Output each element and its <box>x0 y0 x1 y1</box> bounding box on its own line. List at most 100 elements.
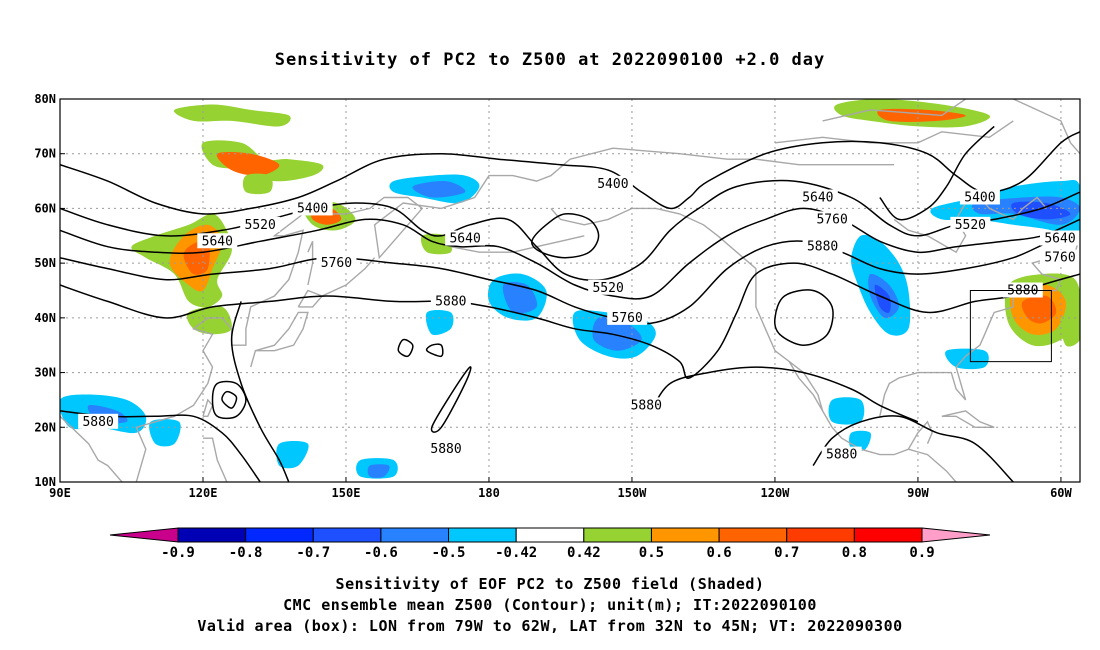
sensitivity-shading <box>60 99 1080 479</box>
lat-label: 20N <box>34 420 56 434</box>
coastline <box>450 235 585 253</box>
contour-label: 5640 <box>797 189 838 205</box>
colorbar-swatch <box>650 527 720 543</box>
colorbar-label: -0.8 <box>229 545 263 561</box>
coastline <box>321 257 376 297</box>
coastline <box>202 398 214 417</box>
contour-line <box>773 289 834 346</box>
sensitivity-region <box>149 419 181 447</box>
colorbar-label: -0.5 <box>432 545 466 561</box>
coastline <box>297 289 324 308</box>
colorbar-swatch <box>380 527 450 543</box>
colorbar: -0.9 -0.8 -0.7 -0.6 -0.5 -0.42 0.42 0.5 0.6 0.7 0.… <box>109 527 991 561</box>
contour-label-text: 5760 <box>612 311 643 326</box>
coastline <box>907 420 933 450</box>
contour-label-text: 5520 <box>955 218 986 233</box>
sensitivity-region <box>592 317 642 351</box>
contour-label-text: 5880 <box>430 442 461 457</box>
contour-label-bg <box>78 413 119 429</box>
contour-label-bg <box>797 189 838 205</box>
lon-label: 90E <box>49 486 71 500</box>
contour-line <box>531 212 600 259</box>
contour-label-text: 5400 <box>597 177 628 192</box>
colorbar-label: 0.5 <box>639 545 664 561</box>
lat-label: 60N <box>34 201 56 215</box>
colorbar-label: -0.6 <box>364 545 398 561</box>
contour-labels: 5400 5520 5640 5760 5880 5640 5400 5520 5760 5880… <box>78 175 1080 463</box>
lon-label: 150E <box>332 486 361 500</box>
contour-label-text: 5760 <box>321 256 352 271</box>
coastline <box>203 437 228 482</box>
lon-label: 120W <box>761 486 791 500</box>
contour-line <box>430 366 472 433</box>
contour-label-text: 5880 <box>826 448 857 463</box>
map-frame <box>59 98 1081 483</box>
sensitivity-region <box>242 173 273 195</box>
coastline <box>250 311 309 368</box>
contour-label-bg <box>240 216 281 232</box>
colorbar-swatch <box>177 527 247 543</box>
sensitivity-region <box>420 233 453 255</box>
colorbar-label: -0.42 <box>495 545 537 561</box>
sensitivity-region <box>186 306 232 335</box>
contour-label-bg <box>626 397 667 413</box>
sensitivity-region <box>502 281 538 314</box>
contour-label: 5760 <box>607 309 648 326</box>
contour-label: 5640 <box>197 233 238 249</box>
lat-label: 40N <box>34 311 56 325</box>
contour-line <box>230 301 290 482</box>
colorbar-label: -0.9 <box>161 545 195 561</box>
colorbar-swatch <box>718 527 788 543</box>
contour-label: 5640 <box>445 230 486 247</box>
sensitivity-region <box>183 240 210 275</box>
contour-label-bg <box>592 175 633 191</box>
colorbar-label: 0.7 <box>774 545 799 561</box>
colorbar-high-arrow <box>921 527 991 543</box>
longitude-labels: 90E 120E 150E 180 150W 120W 90W 60W <box>49 486 1072 500</box>
contour-label-text: 5880 <box>82 415 113 430</box>
contour-label: 5520 <box>588 279 629 296</box>
contour-line <box>60 179 1080 282</box>
contour-label-bg <box>1040 249 1080 265</box>
contour-label-bg <box>607 309 648 325</box>
contour-label-bg <box>316 255 357 271</box>
lon-label: 180 <box>478 486 500 500</box>
contour-label-text: 5640 <box>449 232 480 247</box>
contour-label-bg <box>959 189 1000 205</box>
colorbar-swatch <box>312 527 382 543</box>
contour-label: 5760 <box>812 211 853 227</box>
sensitivity-region <box>276 441 309 469</box>
coastline <box>135 147 895 482</box>
contour-label-text: 5400 <box>297 201 328 216</box>
sensitivity-region <box>1060 314 1080 347</box>
sensitivity-region <box>828 397 865 425</box>
contour-label-text: 5760 <box>1044 251 1075 266</box>
colorbar-low-arrow <box>109 527 179 543</box>
contour-line <box>650 366 919 423</box>
contour-label: 5400 <box>959 189 1000 205</box>
contour-label-text: 5640 <box>202 234 233 249</box>
contour-label-text: 5520 <box>592 281 623 296</box>
map-gridlines <box>59 98 1080 483</box>
contour-label-bg <box>292 200 333 216</box>
contour-label-text: 5640 <box>802 190 833 205</box>
map-title: Sensitivity of PC2 to Z500 at 2022090100… <box>274 50 826 70</box>
contour-label-bg <box>445 230 486 246</box>
contour-label-text: 5520 <box>245 218 276 233</box>
contour-label-bg <box>426 441 467 457</box>
contour-label-text: 5880 <box>807 240 838 255</box>
colorbar-swatch <box>786 527 855 543</box>
sensitivity-region <box>216 151 280 176</box>
lon-label: 150W <box>618 486 648 500</box>
contour-label: 5760 <box>1040 249 1080 266</box>
sensitivity-region <box>412 180 466 198</box>
contour-label: 5880 <box>626 397 667 413</box>
colorbar-label: 0.8 <box>842 545 867 561</box>
latitude-labels: 10N 20N 30N 40N 50N 60N 70N 80N <box>34 92 56 489</box>
lon-label: 60W <box>1050 486 1072 500</box>
footer-line-2: CMC ensemble mean Z500 (Contour); unit(m… <box>283 596 817 614</box>
contour-label-bg <box>950 216 991 232</box>
lon-label: 120E <box>189 486 218 500</box>
contour-line <box>812 415 1014 482</box>
colorbar-swatch <box>448 527 517 543</box>
